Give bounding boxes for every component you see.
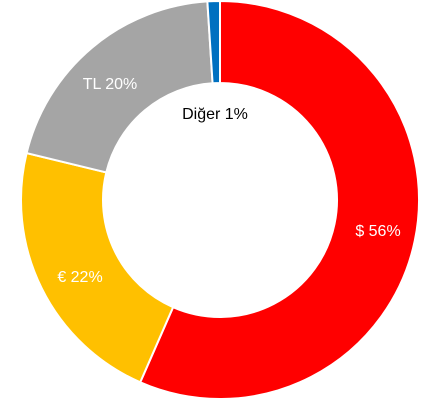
donut-slice [206,0,221,85]
donut-slice [25,0,214,174]
data-label: Diğer 1% [182,106,248,123]
data-label: $ 56% [355,223,400,240]
data-label: € 22% [57,269,102,286]
donut-slice [20,151,175,384]
donut-slice [138,0,420,400]
data-label: TL 20% [83,76,138,93]
